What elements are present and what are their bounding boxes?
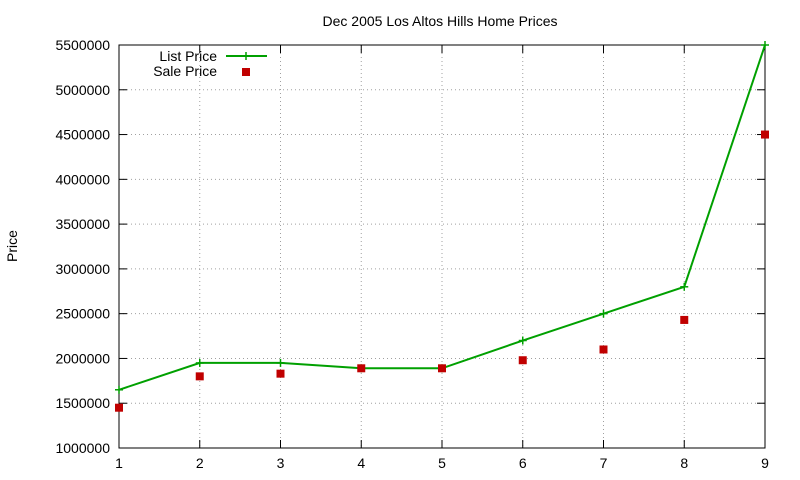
data-point-list-price — [518, 336, 527, 345]
data-point-list-price — [680, 282, 689, 291]
data-point-sale-price — [115, 403, 123, 412]
data-point-list-price — [599, 309, 608, 318]
legend-label-sale-price: Sale Price — [153, 63, 217, 79]
chart-title: Dec 2005 Los Altos Hills Home Prices — [323, 13, 558, 29]
y-tick-label: 5000000 — [55, 82, 110, 98]
y-tick-label: 5500000 — [55, 37, 110, 53]
tick-layer: 1000000150000020000002500000300000035000… — [55, 37, 769, 471]
y-tick-label: 3500000 — [55, 216, 110, 232]
x-tick-label: 2 — [196, 455, 204, 471]
data-point-sale-price — [357, 364, 366, 373]
y-axis-label: Price — [4, 230, 20, 262]
x-tick-label: 7 — [600, 455, 608, 471]
data-point-sale-price — [518, 356, 527, 365]
x-tick-label: 1 — [115, 455, 123, 471]
y-tick-label: 1500000 — [55, 395, 110, 411]
y-tick-label: 2500000 — [55, 306, 110, 322]
data-point-sale-price — [680, 315, 689, 324]
x-tick-label: 8 — [680, 455, 688, 471]
x-tick-label: 6 — [519, 455, 527, 471]
y-tick-label: 4500000 — [55, 127, 110, 143]
x-tick-label: 9 — [761, 455, 769, 471]
data-point-list-price — [115, 385, 123, 394]
series-layer — [115, 41, 769, 412]
x-tick-label: 4 — [357, 455, 365, 471]
y-tick-label: 1000000 — [55, 440, 110, 456]
y-tick-label: 4000000 — [55, 171, 110, 187]
data-point-sale-price — [276, 369, 285, 378]
data-point-sale-price — [438, 364, 446, 373]
data-point-list-price — [761, 41, 769, 49]
y-tick-label: 3000000 — [55, 261, 110, 277]
x-tick-label: 3 — [277, 455, 285, 471]
data-point-sale-price — [761, 130, 769, 139]
legend-label-list-price: List Price — [159, 48, 217, 64]
x-tick-label: 5 — [438, 455, 446, 471]
grid-layer — [119, 45, 765, 448]
data-point-sale-price — [195, 372, 204, 381]
data-point-list-price — [195, 358, 204, 367]
data-point-list-price — [276, 358, 285, 367]
data-point-sale-price — [599, 345, 608, 354]
y-tick-label: 2000000 — [55, 350, 110, 366]
legend-marker-sale-price — [242, 68, 250, 76]
